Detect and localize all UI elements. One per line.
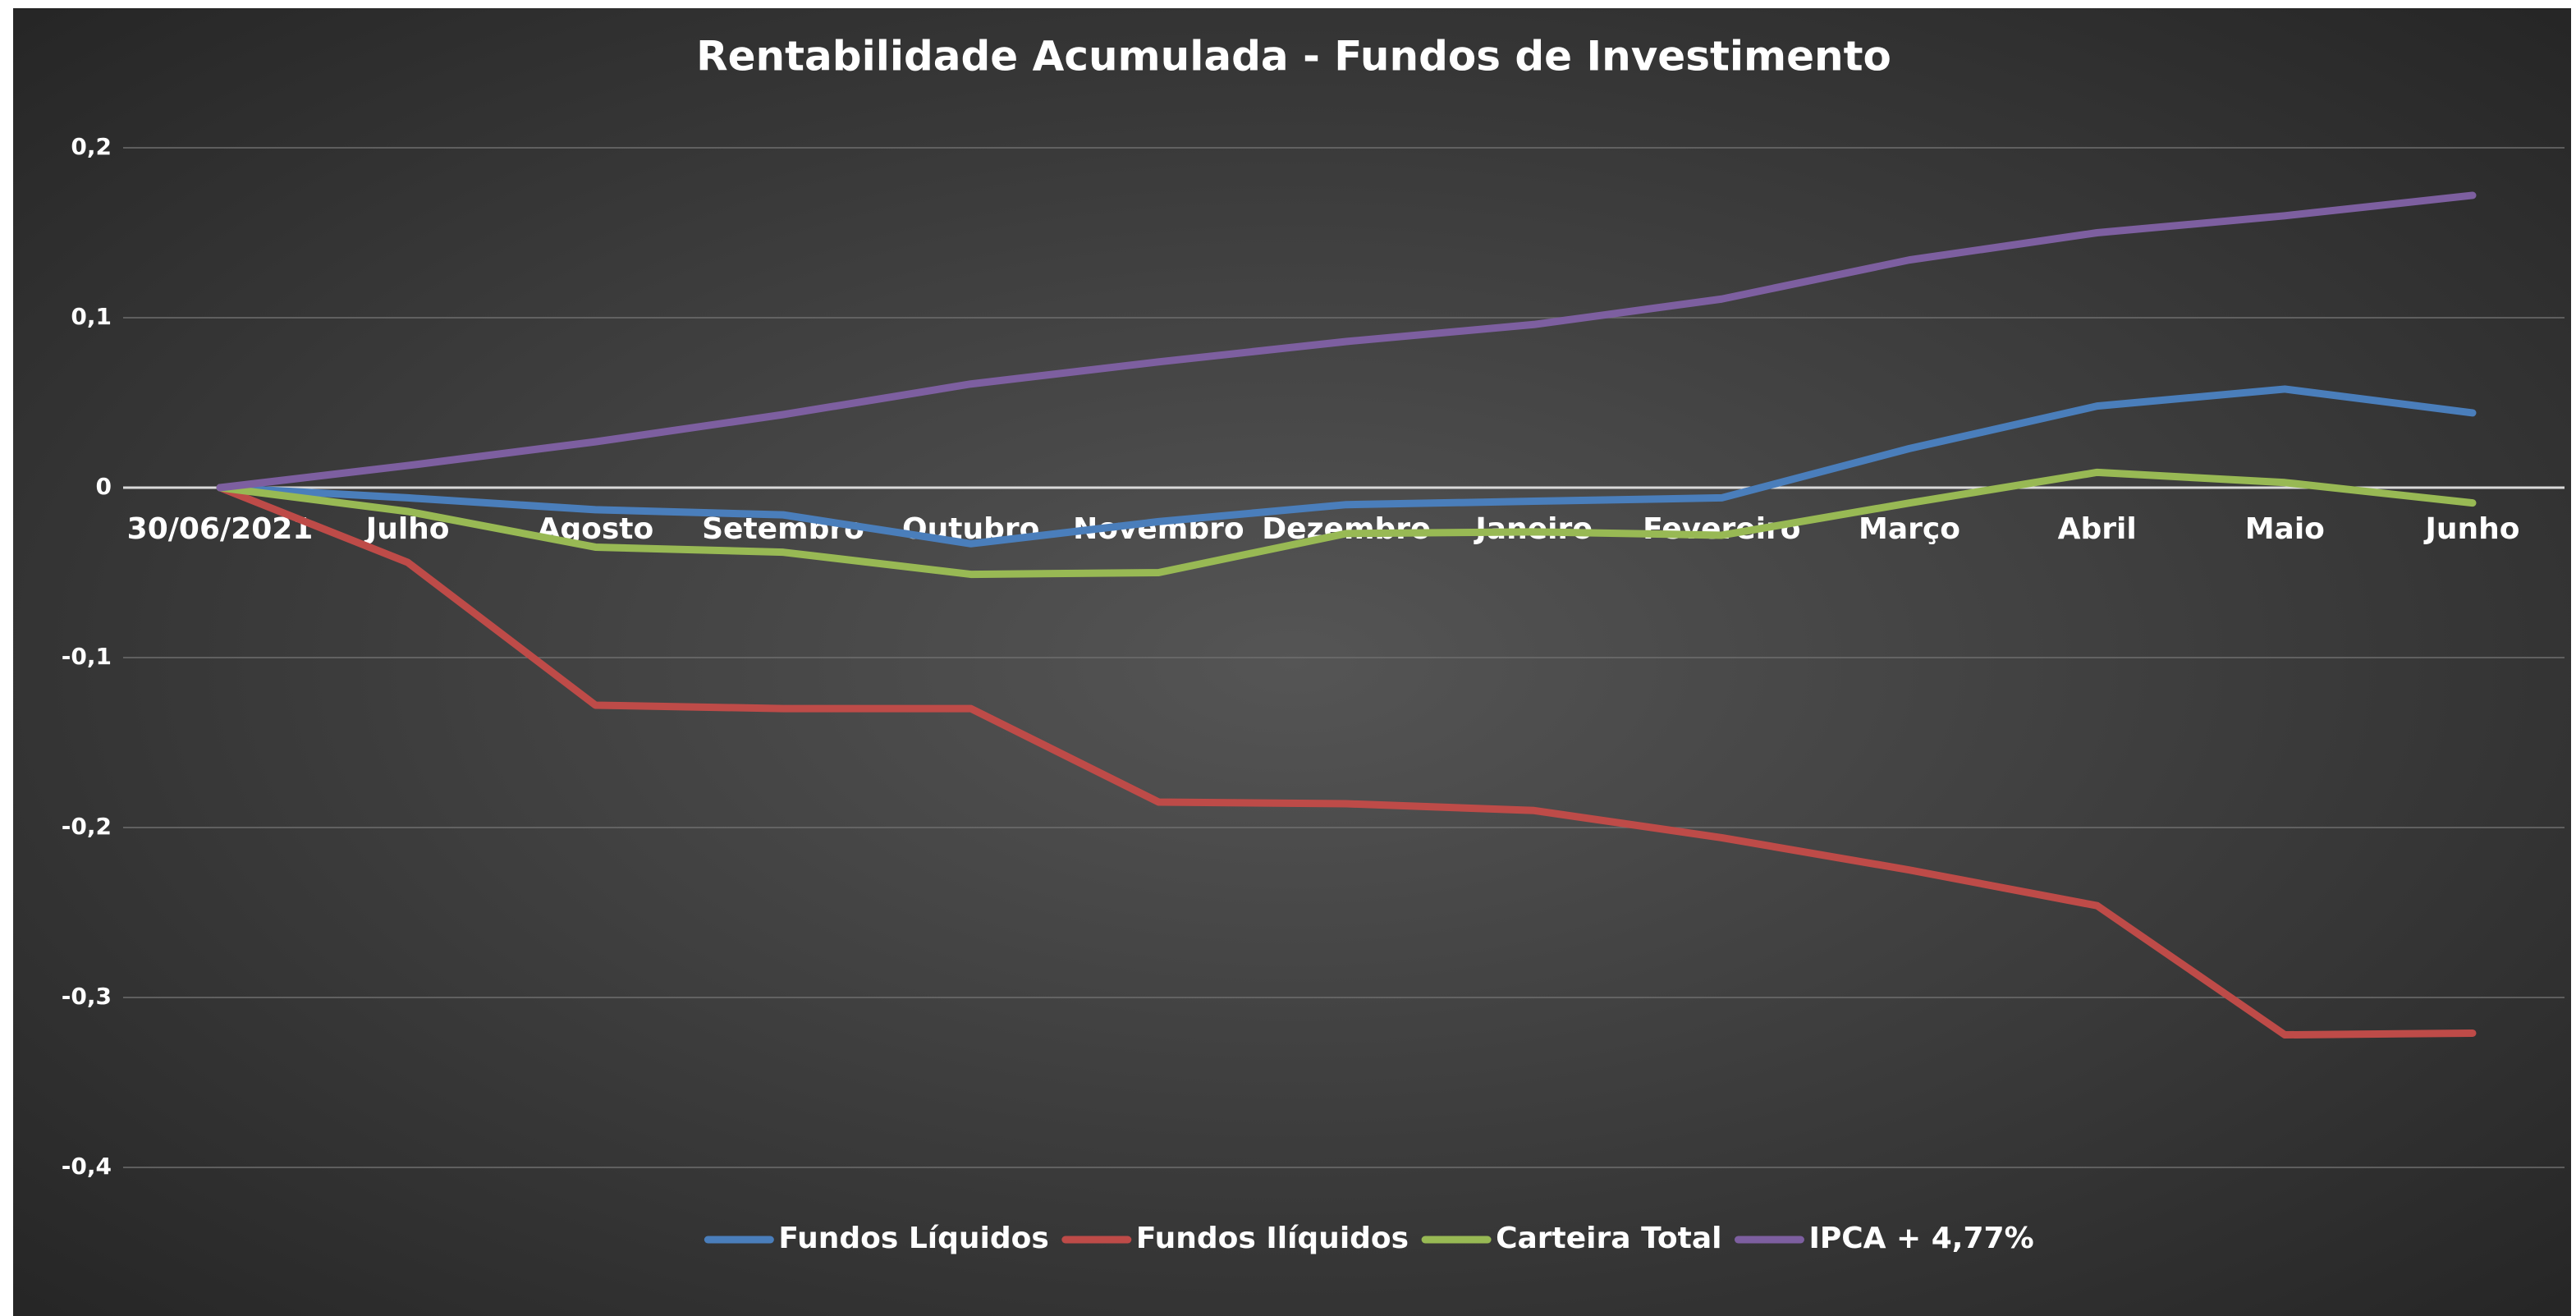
series-line xyxy=(216,385,2477,548)
x-tick-label: Junho xyxy=(2422,512,2519,546)
y-tick-label: -0,3 xyxy=(62,983,112,1010)
series-line xyxy=(216,468,2477,579)
y-tick-label: 0,2 xyxy=(71,133,112,160)
legend: Fundos Líquidos Fundos Ilíquidos Carteira … xyxy=(704,1222,2034,1255)
legend-label: Fundos Ilíquidos xyxy=(1136,1222,1409,1255)
legend-label: Fundos Líquidos xyxy=(778,1222,1048,1255)
series-line xyxy=(216,191,2477,492)
chart-background xyxy=(13,8,2571,1316)
chart-title: Rentabilidade Acumulada - Fundos de Inve… xyxy=(696,33,1891,80)
x-tick-label: 30/06/2021 xyxy=(127,512,314,546)
x-tick-label: Março xyxy=(1859,512,1960,546)
series-line xyxy=(216,484,2477,1039)
x-tick-label: Abril xyxy=(2058,512,2137,546)
y-tick-label: -0,2 xyxy=(62,813,112,840)
x-tick-label: Maio xyxy=(2245,512,2325,546)
legend-label: IPCA + 4,77% xyxy=(1808,1222,2033,1255)
y-tick-label: -0,1 xyxy=(62,643,112,670)
x-tick-label: Dezembro xyxy=(1262,512,1430,546)
y-tick-label: 0 xyxy=(96,473,112,500)
y-tick-label: -0,4 xyxy=(62,1153,112,1180)
y-tick-label: 0,1 xyxy=(71,303,112,330)
legend-label: Carteira Total xyxy=(1496,1222,1721,1255)
